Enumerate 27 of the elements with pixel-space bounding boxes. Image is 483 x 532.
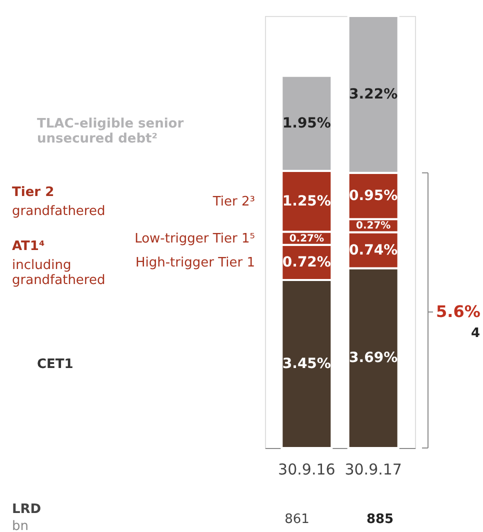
- data-label: 3.69%: [349, 350, 398, 366]
- data-label: 0.27%: [289, 233, 324, 244]
- text: Tier 2: [12, 185, 54, 200]
- data-label: 1.95%: [282, 115, 331, 132]
- x-tick-label: 30.9.17: [344, 460, 402, 478]
- text: Tier 2³: [212, 194, 255, 210]
- text: bn: [12, 519, 28, 532]
- data-label: 0.27%: [356, 220, 391, 232]
- text: Low-trigger Tier 1⁵: [134, 231, 255, 246]
- data-label: 0.74%: [349, 242, 398, 258]
- text: High-trigger Tier 1: [135, 255, 255, 270]
- text: AT1⁴: [12, 239, 45, 254]
- text: 5.6%: [436, 302, 480, 321]
- x-tick-label: 30.9.16: [278, 460, 336, 478]
- data-label: 1.25%: [282, 193, 331, 210]
- data-label: 3.45%: [282, 356, 331, 372]
- data-label: 0.95%: [349, 188, 398, 204]
- text: CET1: [37, 356, 74, 372]
- text: 861: [284, 512, 310, 527]
- text: including grandfathered: [12, 258, 106, 288]
- text: grandfathered: [12, 204, 106, 219]
- data-label: 0.72%: [282, 254, 331, 270]
- data-label: 3.22%: [349, 86, 398, 102]
- text: 4: [471, 326, 480, 341]
- text: LRD: [12, 502, 42, 517]
- text: TLAC-eligible senior unsecured debt²: [37, 116, 184, 146]
- text: 885: [366, 512, 394, 527]
